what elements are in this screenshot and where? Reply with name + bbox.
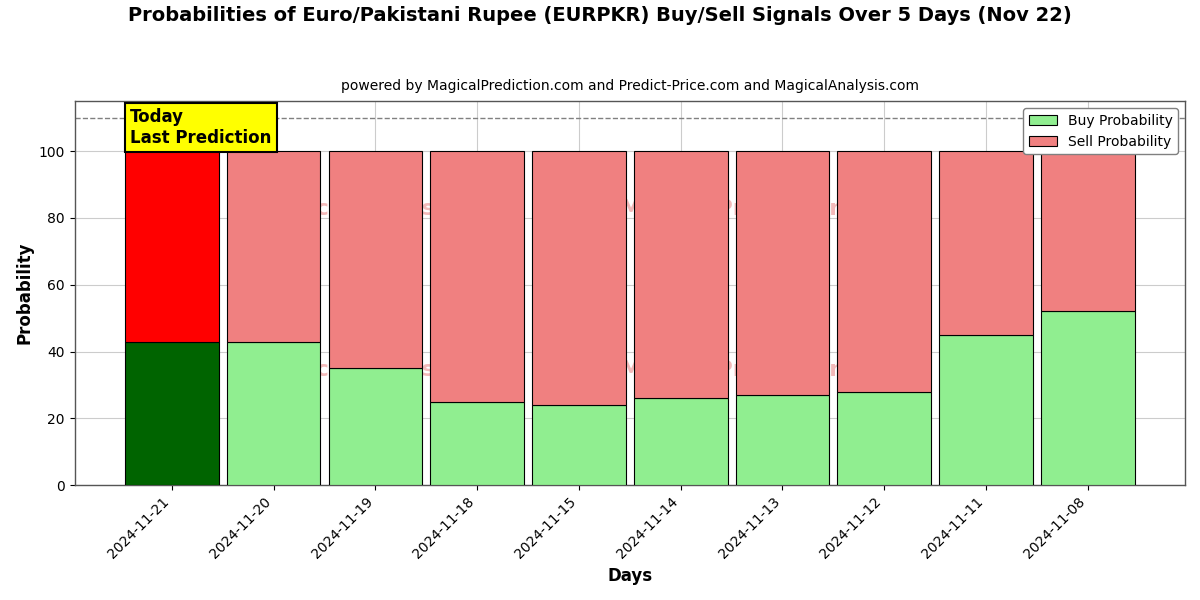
Bar (838, 151, 931, 392)
Text: MagicalAnalysis.com: MagicalAnalysis.com (254, 199, 516, 218)
Bar (940, 335, 1033, 485)
Text: MagicalPrediction.com: MagicalPrediction.com (620, 360, 906, 380)
Legend: Buy Probability, Sell Probability: Buy Probability, Sell Probability (1024, 108, 1178, 154)
Bar (940, 151, 1033, 335)
Bar (227, 341, 320, 485)
Bar (431, 401, 524, 485)
X-axis label: Days: Days (607, 567, 653, 585)
Bar (532, 151, 625, 405)
Bar (634, 151, 727, 398)
Bar (532, 405, 625, 485)
Bar (227, 151, 320, 341)
Text: Probabilities of Euro/Pakistani Rupee (EURPKR) Buy/Sell Signals Over 5 Days (Nov: Probabilities of Euro/Pakistani Rupee (E… (128, 6, 1072, 25)
Bar (125, 341, 218, 485)
Bar (736, 151, 829, 395)
Bar (634, 398, 727, 485)
Title: powered by MagicalPrediction.com and Predict-Price.com and MagicalAnalysis.com: powered by MagicalPrediction.com and Pre… (341, 79, 919, 93)
Y-axis label: Probability: Probability (16, 242, 34, 344)
Text: MagicalAnalysis.com: MagicalAnalysis.com (254, 360, 516, 380)
Bar (431, 151, 524, 401)
Bar (329, 368, 422, 485)
Bar (838, 392, 931, 485)
Bar (125, 151, 218, 341)
Bar (1040, 311, 1134, 485)
Text: MagicalPrediction.com: MagicalPrediction.com (620, 199, 906, 218)
Text: Today
Last Prediction: Today Last Prediction (131, 108, 271, 146)
Bar (736, 395, 829, 485)
Bar (329, 151, 422, 368)
Bar (1040, 151, 1134, 311)
